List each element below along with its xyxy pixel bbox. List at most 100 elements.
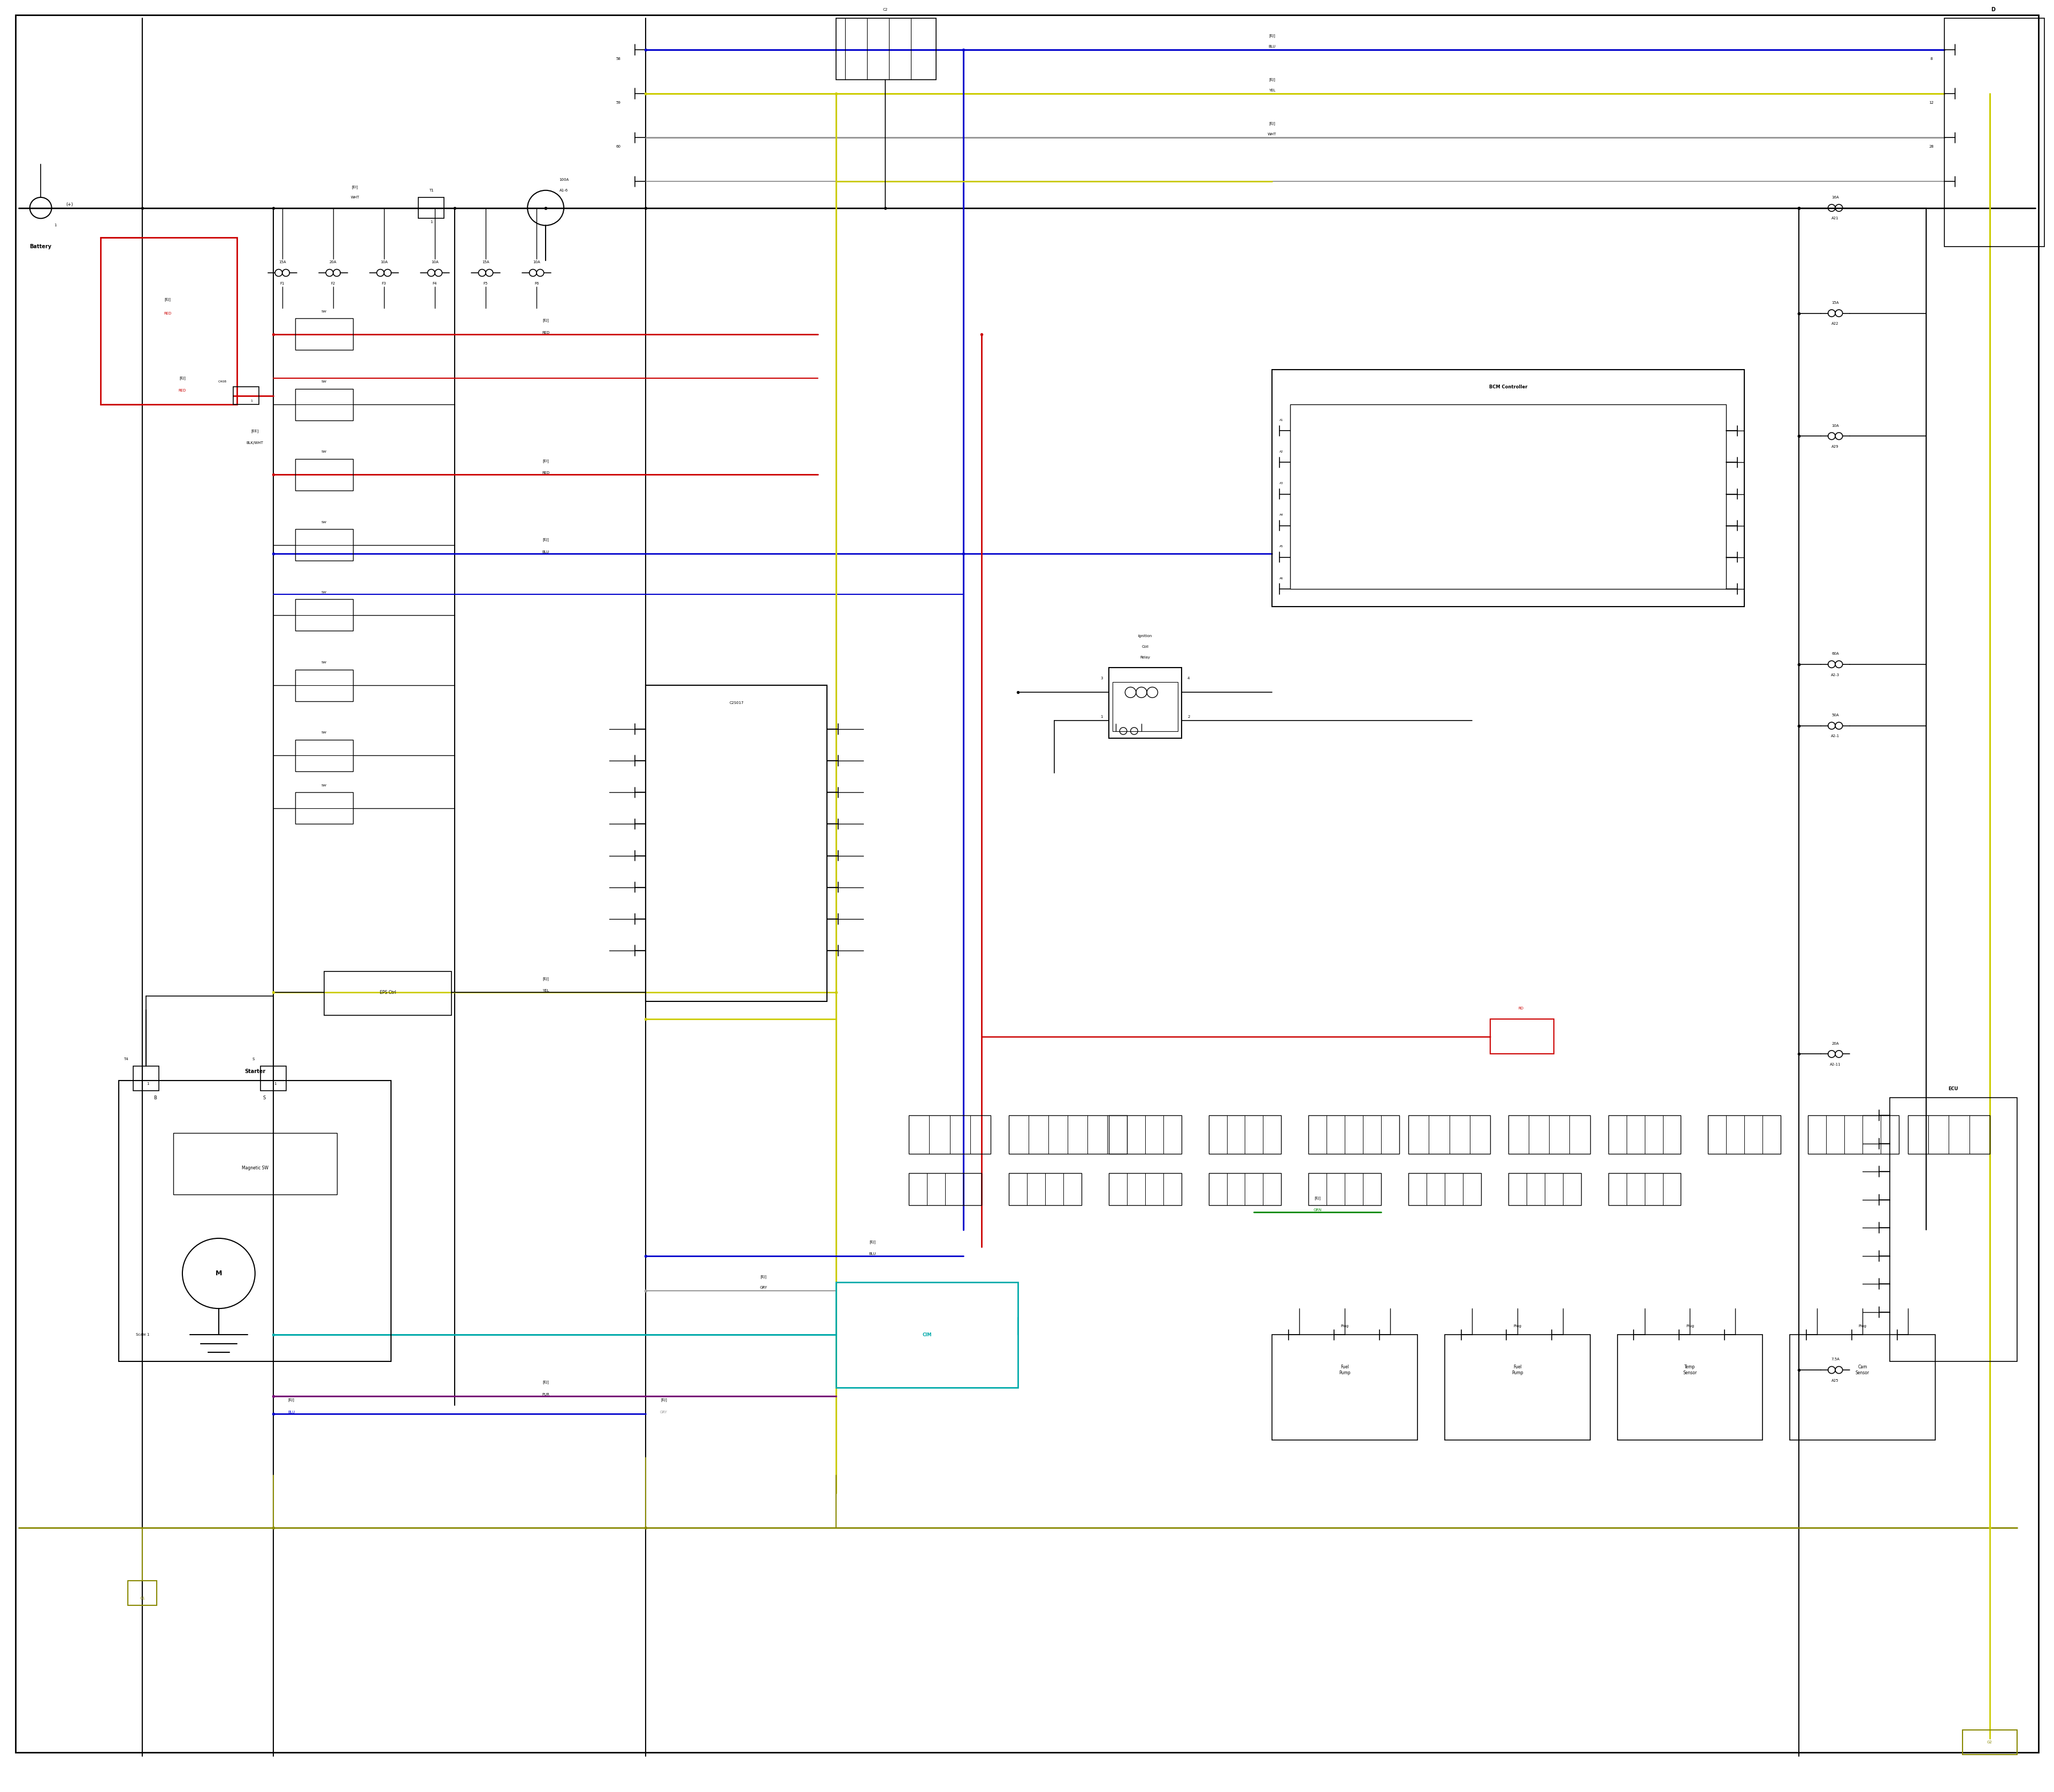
Text: 20A: 20A: [329, 260, 337, 263]
Text: 58: 58: [616, 57, 620, 61]
Bar: [910, 1115, 990, 1154]
Text: Plug: Plug: [1514, 1324, 1522, 1328]
Bar: [1962, 1729, 2017, 1754]
Text: BLU: BLU: [1269, 45, 1276, 48]
Text: RED: RED: [542, 471, 550, 475]
Text: 1: 1: [273, 1082, 275, 1086]
Text: A2-1: A2-1: [1830, 735, 1840, 738]
Text: Scale 1: Scale 1: [136, 1333, 150, 1337]
Text: [EE]: [EE]: [251, 428, 259, 432]
Bar: [296, 459, 353, 491]
Text: GRN: GRN: [1313, 1208, 1321, 1211]
Bar: [1890, 1098, 2017, 1362]
Bar: [296, 792, 353, 824]
Text: [EJ]: [EJ]: [1269, 34, 1276, 38]
Text: F2: F2: [331, 281, 335, 285]
Bar: [1491, 1020, 1553, 1054]
Text: 4: 4: [1187, 677, 1189, 679]
Text: F4: F4: [433, 281, 438, 285]
Text: A2: A2: [1280, 450, 1284, 453]
Text: 50A: 50A: [1832, 713, 1838, 717]
Text: (+): (+): [66, 202, 74, 206]
Text: 7.5A: 7.5A: [1830, 1358, 1840, 1362]
Text: [EJ]: [EJ]: [869, 1240, 875, 1244]
Text: 60: 60: [616, 145, 620, 149]
Text: B: B: [154, 1095, 156, 1100]
Text: S: S: [253, 1057, 255, 1061]
Text: [EJ]: [EJ]: [179, 376, 185, 380]
Text: [EJ]: [EJ]: [164, 297, 170, 301]
Bar: [1508, 1174, 1582, 1204]
Text: 10A: 10A: [431, 260, 440, 263]
Text: A5: A5: [1280, 545, 1284, 548]
Bar: [296, 599, 353, 631]
Text: D: D: [1990, 7, 1994, 13]
Bar: [296, 389, 353, 421]
Text: [EJ]: [EJ]: [1315, 1195, 1321, 1199]
Text: C2: C2: [883, 7, 887, 11]
Bar: [101, 238, 236, 405]
Text: 8: 8: [1931, 57, 1933, 61]
Bar: [836, 18, 937, 79]
Text: SW: SW: [320, 521, 327, 523]
Text: 3: 3: [1101, 677, 1103, 679]
Text: SW: SW: [320, 731, 327, 735]
Bar: [1290, 405, 1725, 590]
Text: A2-3: A2-3: [1830, 674, 1840, 676]
Text: 100A: 100A: [559, 177, 569, 181]
Text: BLK/WHT: BLK/WHT: [246, 441, 263, 444]
Text: 1: 1: [429, 220, 433, 224]
Bar: [1109, 1174, 1181, 1204]
Bar: [134, 1066, 158, 1091]
Text: S: S: [263, 1095, 265, 1100]
Text: T1: T1: [429, 188, 433, 192]
Text: 1: 1: [146, 1082, 150, 1086]
Text: [EJ]: [EJ]: [1269, 122, 1276, 125]
Bar: [1009, 1174, 1082, 1204]
Bar: [1616, 1335, 1762, 1441]
Text: 10A: 10A: [1832, 425, 1838, 426]
Text: Battery: Battery: [29, 244, 51, 249]
Text: [EJ]: [EJ]: [760, 1276, 766, 1279]
Bar: [1789, 1335, 1935, 1441]
Bar: [836, 1283, 1019, 1387]
Text: A29: A29: [1832, 444, 1838, 448]
Text: RED: RED: [542, 332, 550, 333]
Text: EPS Ctrl: EPS Ctrl: [380, 991, 396, 995]
Text: Fuel
Pump: Fuel Pump: [1512, 1366, 1524, 1374]
Text: SW: SW: [320, 450, 327, 453]
Bar: [119, 1081, 390, 1362]
Bar: [1608, 1115, 1680, 1154]
Bar: [1208, 1174, 1282, 1204]
Text: Ignition: Ignition: [1138, 634, 1152, 638]
Text: Starter: Starter: [244, 1068, 265, 1073]
Text: [EJ]: [EJ]: [288, 1398, 294, 1401]
Text: YEL: YEL: [542, 989, 548, 993]
Text: [EI]: [EI]: [542, 459, 548, 462]
Text: [EJ]: [EJ]: [542, 538, 548, 541]
Bar: [1409, 1115, 1491, 1154]
Text: A4: A4: [1280, 514, 1284, 516]
Text: A2-11: A2-11: [1830, 1063, 1840, 1066]
Bar: [1271, 369, 1744, 606]
Text: 10A: 10A: [380, 260, 388, 263]
Text: WHT: WHT: [1267, 133, 1278, 136]
Text: GRY: GRY: [760, 1287, 768, 1288]
Text: Magnetic SW: Magnetic SW: [242, 1165, 269, 1170]
Bar: [296, 319, 353, 349]
Bar: [1113, 681, 1177, 731]
Text: BLU: BLU: [542, 550, 548, 554]
Text: BCM Controller: BCM Controller: [1489, 385, 1528, 389]
Text: BLU: BLU: [869, 1253, 877, 1256]
Bar: [1945, 18, 2044, 247]
Bar: [1608, 1174, 1680, 1204]
Text: Relay: Relay: [1140, 656, 1150, 659]
Bar: [173, 1133, 337, 1195]
Bar: [1908, 1115, 1990, 1154]
Text: A22: A22: [1832, 323, 1838, 326]
Text: 1: 1: [251, 400, 253, 403]
Text: 1: 1: [53, 224, 55, 228]
Text: [EJ]: [EJ]: [542, 977, 548, 980]
Bar: [645, 685, 828, 1002]
Text: Fuel
Pump: Fuel Pump: [1339, 1366, 1352, 1374]
